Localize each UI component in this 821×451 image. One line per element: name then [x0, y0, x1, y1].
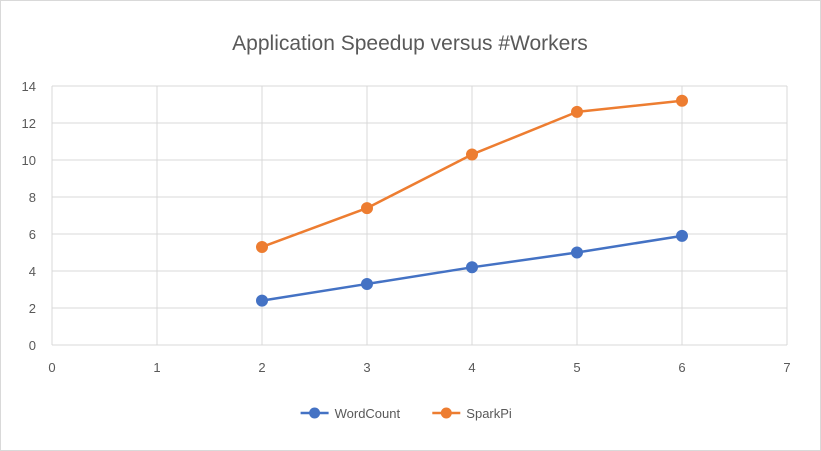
series-wordcount: [256, 229, 688, 307]
x-tick-label: 0: [48, 360, 55, 375]
legend-label: WordCount: [335, 406, 401, 421]
data-point-wordcount: [571, 246, 583, 259]
x-tick-label: 7: [783, 360, 790, 375]
data-point-wordcount: [466, 261, 478, 274]
x-tick-label: 4: [468, 360, 475, 375]
x-tick-label: 2: [258, 360, 265, 375]
y-tick-label: 2: [29, 301, 36, 316]
legend-item-wordcount: WordCount: [300, 406, 401, 421]
legend-swatch-marker: [440, 407, 452, 419]
series: [256, 94, 688, 307]
data-point-wordcount: [361, 277, 373, 290]
data-point-sparkpi: [676, 94, 688, 107]
legend: WordCount SparkPi: [300, 406, 512, 421]
x-tick-label: 1: [153, 360, 160, 375]
y-tick-label: 8: [29, 190, 36, 205]
data-point-wordcount: [256, 294, 268, 307]
x-tick-label: 6: [678, 360, 685, 375]
data-point-wordcount: [676, 229, 688, 242]
legend-item-sparkpi: SparkPi: [432, 406, 512, 421]
data-point-sparkpi: [466, 148, 478, 161]
y-tick-label: 6: [29, 227, 36, 242]
y-tick-label: 12: [22, 116, 36, 131]
x-tick-label: 5: [573, 360, 580, 375]
series-sparkpi: [256, 94, 688, 253]
chart-title: Application Speedup versus #Workers: [232, 32, 588, 55]
y-tick-label: 4: [29, 264, 36, 279]
y-tick-label: 10: [22, 153, 36, 168]
data-point-sparkpi: [571, 105, 583, 118]
x-tick-label: 3: [363, 360, 370, 375]
legend-label: SparkPi: [466, 406, 512, 421]
y-tick-label: 14: [22, 79, 36, 94]
data-point-sparkpi: [361, 202, 373, 215]
legend-swatch-marker: [309, 407, 321, 419]
grid: [51, 85, 788, 346]
y-tick-label: 0: [29, 338, 36, 353]
data-point-sparkpi: [256, 240, 268, 253]
